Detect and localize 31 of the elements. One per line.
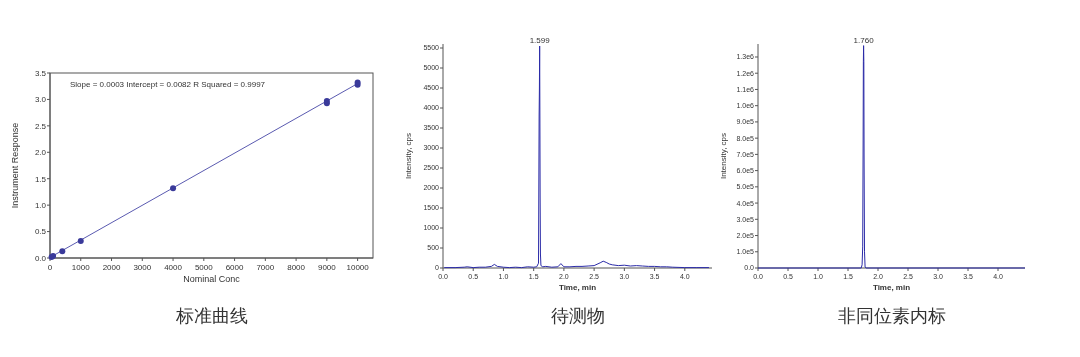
x-tick-label: 0 [47,263,53,272]
y-tick-label: 2.5 [34,121,47,131]
x-axis-title: Nominal Conc [183,274,241,284]
annotation: 1.760 [853,35,875,45]
x-axis-title: Time, min [872,283,911,292]
x-tick-label: 8000 [287,263,306,272]
x-tick-label: 10000 [346,263,370,272]
x-tick-label: 2000 [102,263,121,272]
x-axis-title: Time, min [558,283,597,292]
y-axis-title: Intensity, cps [719,132,728,180]
y-axis-title: Intensity, cps [404,132,413,180]
x-tick-label: 5000 [194,263,214,272]
y-tick-label: 0.5 [34,227,47,237]
x-tick-label: 6000 [225,263,245,272]
y-axis-title: Instrument Response [10,122,20,209]
annotation: Slope = 0.0003 Intercept = 0.0082 R Squared = 0.9997 [70,80,266,89]
text: 非同位素内标 [837,306,946,326]
y-tick-label: 3.5 [34,68,47,78]
y-tick-label: 0.0 [34,253,47,263]
y-tick-label: 2.0 [34,148,47,158]
y-tick-label: 3.0 [34,95,47,105]
text: 标准曲线 [174,306,248,326]
y-tick-label: 1.0 [34,200,47,210]
y-tick-label: 1.5 [34,174,47,184]
x-tick-label: 9000 [317,263,337,272]
text: 待测物 [550,306,605,326]
x-tick-label: 4000 [164,263,183,272]
x-tick-label: 1000 [71,263,91,272]
x-tick-label: 7000 [256,263,275,272]
annotation: 1.599 [529,36,551,45]
x-tick-label: 3000 [133,263,152,272]
